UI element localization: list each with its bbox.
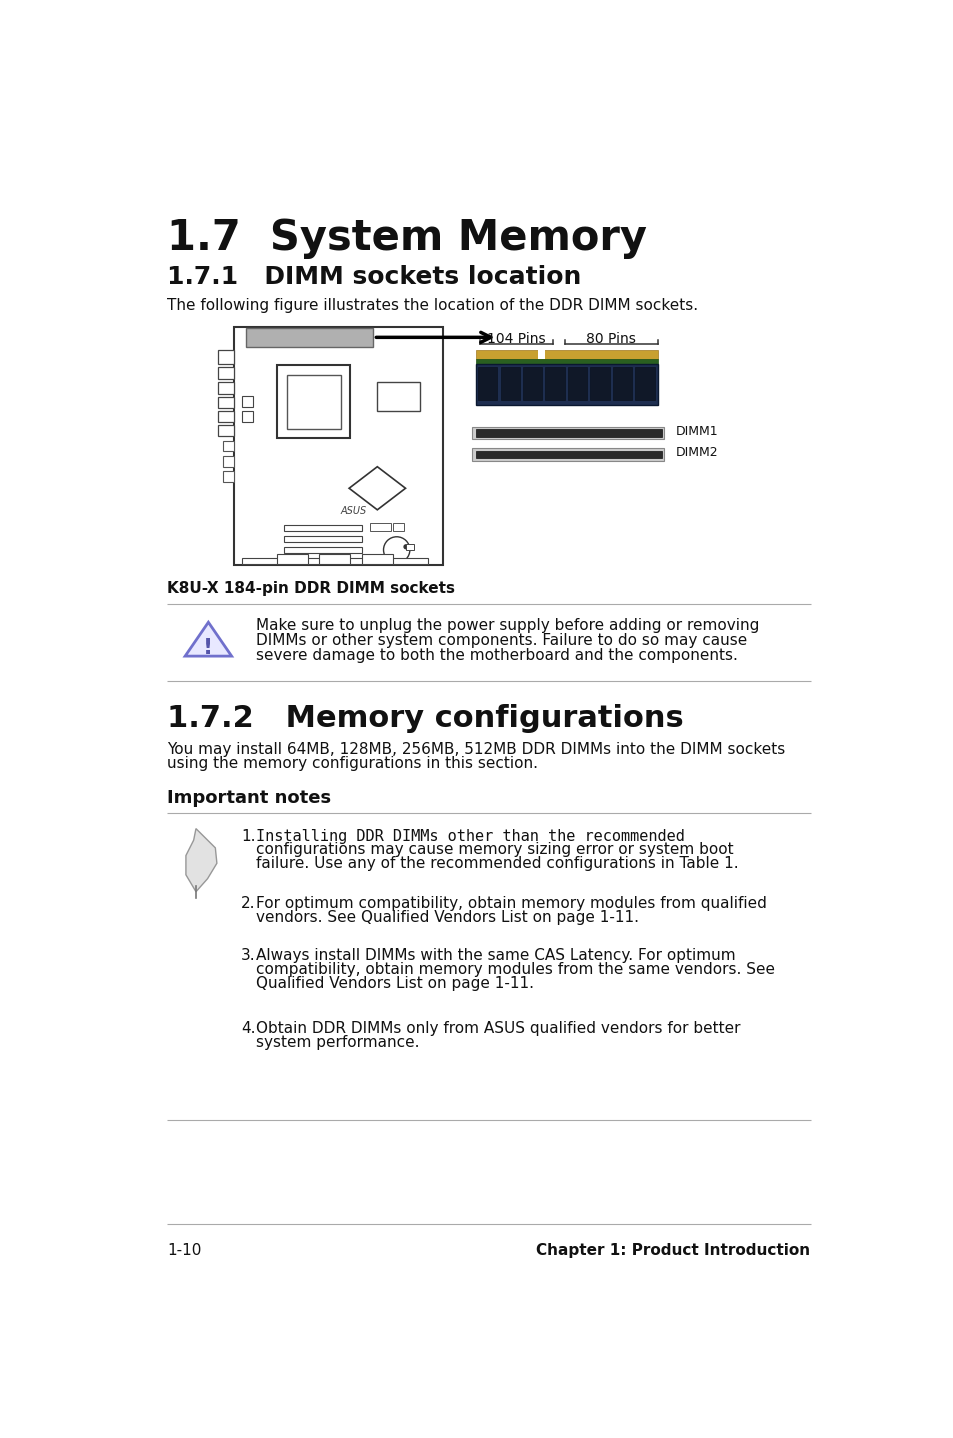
Text: 1.7.1   DIMM sockets location: 1.7.1 DIMM sockets location: [167, 265, 581, 289]
Bar: [537, 349, 545, 360]
Bar: [377, 383, 419, 411]
Bar: [476, 364, 658, 406]
Text: configurations may cause memory sizing error or system boot: configurations may cause memory sizing e…: [256, 843, 733, 857]
Bar: [223, 472, 233, 482]
Text: ASUS: ASUS: [340, 506, 367, 516]
Bar: [241, 411, 253, 421]
Bar: [567, 367, 587, 400]
Bar: [218, 367, 233, 380]
Bar: [545, 367, 564, 400]
Bar: [223, 456, 233, 467]
Text: failure. Use any of the recommended configurations in Table 1.: failure. Use any of the recommended conf…: [256, 856, 739, 871]
Text: Make sure to unplug the power supply before adding or removing: Make sure to unplug the power supply bef…: [256, 617, 759, 633]
Text: DIMM1: DIMM1: [675, 424, 718, 437]
Bar: [361, 554, 393, 564]
Bar: [284, 525, 361, 532]
Bar: [276, 365, 350, 439]
Circle shape: [404, 545, 408, 549]
Text: 4.: 4.: [241, 1021, 255, 1037]
Bar: [286, 375, 340, 429]
Bar: [233, 326, 443, 565]
Text: 3.: 3.: [241, 948, 255, 963]
Text: 1.7  System Memory: 1.7 System Memory: [167, 217, 647, 259]
Bar: [218, 397, 233, 408]
Bar: [406, 544, 414, 549]
Text: 104 Pins: 104 Pins: [486, 332, 545, 347]
Polygon shape: [185, 623, 232, 656]
Bar: [218, 349, 233, 364]
Text: Always install DIMMs with the same CAS Latency. For optimum: Always install DIMMs with the same CAS L…: [256, 948, 736, 963]
Bar: [522, 367, 542, 400]
Bar: [241, 395, 253, 407]
Bar: [635, 367, 654, 400]
Text: 1.: 1.: [241, 828, 255, 844]
Bar: [241, 558, 427, 564]
Text: severe damage to both the motherboard and the components.: severe damage to both the motherboard an…: [256, 649, 738, 663]
Text: 1-10: 1-10: [167, 1242, 201, 1258]
Bar: [476, 450, 661, 459]
Bar: [476, 429, 661, 437]
Bar: [476, 349, 658, 360]
Text: DIMM2: DIMM2: [675, 446, 718, 459]
Text: !: !: [203, 638, 213, 659]
Bar: [276, 554, 307, 564]
Text: DIMMs or other system components. Failure to do so may cause: DIMMs or other system components. Failur…: [256, 633, 747, 649]
Text: Installing DDR DIMMs other than the recommended: Installing DDR DIMMs other than the reco…: [256, 828, 684, 844]
Bar: [477, 367, 497, 400]
Bar: [319, 554, 350, 564]
Bar: [472, 449, 663, 460]
Text: 1.7.2   Memory configurations: 1.7.2 Memory configurations: [167, 703, 683, 733]
Polygon shape: [349, 467, 405, 510]
Circle shape: [383, 536, 410, 562]
Bar: [223, 440, 233, 452]
Text: K8U-X 184-pin DDR DIMM sockets: K8U-X 184-pin DDR DIMM sockets: [167, 581, 455, 595]
Bar: [218, 383, 233, 394]
Text: Important notes: Important notes: [167, 788, 331, 807]
Polygon shape: [186, 828, 216, 892]
Bar: [284, 536, 361, 542]
Text: compatibility, obtain memory modules from the same vendors. See: compatibility, obtain memory modules fro…: [256, 962, 775, 976]
Bar: [500, 367, 519, 400]
Bar: [218, 426, 233, 436]
Bar: [393, 523, 403, 531]
Bar: [590, 367, 609, 400]
Bar: [218, 411, 233, 421]
Text: using the memory configurations in this section.: using the memory configurations in this …: [167, 756, 537, 771]
Text: system performance.: system performance.: [256, 1035, 419, 1050]
Bar: [472, 427, 663, 439]
Bar: [369, 523, 391, 531]
Text: You may install 64MB, 128MB, 256MB, 512MB DDR DIMMs into the DIMM sockets: You may install 64MB, 128MB, 256MB, 512M…: [167, 742, 784, 758]
Text: 80 Pins: 80 Pins: [586, 332, 636, 347]
Text: Obtain DDR DIMMs only from ASUS qualified vendors for better: Obtain DDR DIMMs only from ASUS qualifie…: [256, 1021, 740, 1037]
Text: For optimum compatibility, obtain memory modules from qualified: For optimum compatibility, obtain memory…: [256, 896, 766, 912]
Text: Chapter 1: Product Introduction: Chapter 1: Product Introduction: [536, 1242, 810, 1258]
Text: 2.: 2.: [241, 896, 255, 912]
Text: vendors. See Qualified Vendors List on page 1-11.: vendors. See Qualified Vendors List on p…: [256, 910, 639, 925]
Bar: [284, 546, 361, 554]
Text: Qualified Vendors List on page 1-11.: Qualified Vendors List on page 1-11.: [256, 975, 534, 991]
Bar: [612, 367, 632, 400]
Bar: [476, 360, 658, 364]
Text: The following figure illustrates the location of the DDR DIMM sockets.: The following figure illustrates the loc…: [167, 298, 698, 313]
Bar: [245, 328, 373, 347]
